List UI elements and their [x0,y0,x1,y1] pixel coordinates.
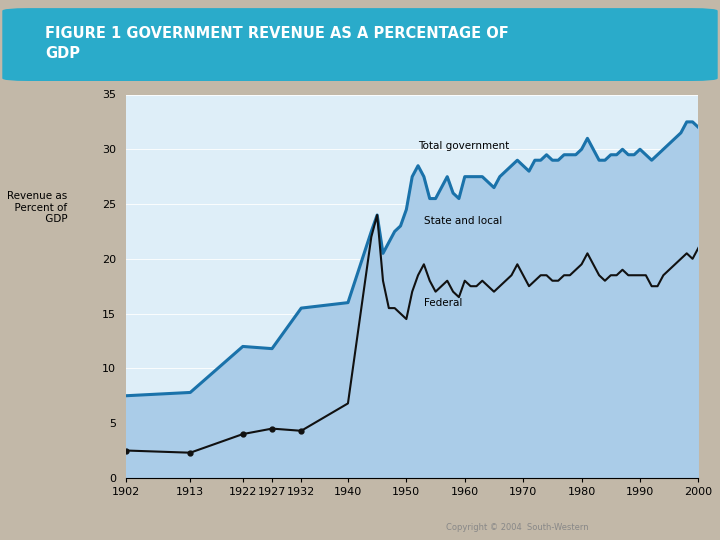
Text: State and local: State and local [424,216,502,226]
Text: Revenue as
  Percent of
     GDP: Revenue as Percent of GDP [7,191,68,225]
Text: Federal: Federal [424,298,462,308]
Text: FIGURE 1 GOVERNMENT REVENUE AS A PERCENTAGE OF
GDP: FIGURE 1 GOVERNMENT REVENUE AS A PERCENT… [45,26,509,60]
Text: Copyright © 2004  South-Western: Copyright © 2004 South-Western [446,523,589,532]
FancyBboxPatch shape [2,8,718,81]
Text: Total government: Total government [418,141,509,151]
